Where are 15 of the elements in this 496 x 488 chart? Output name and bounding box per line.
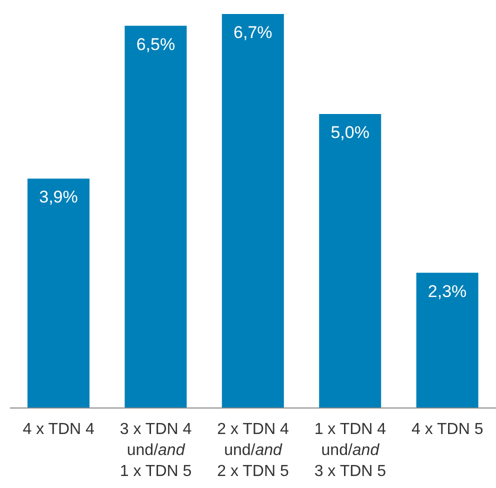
data-label: 2,3%	[428, 282, 467, 301]
data-label: 6,7%	[234, 23, 272, 42]
x-tick-label: 1 x TDN 4 und/and 3 x TDN 5	[314, 421, 386, 480]
x-tick-label: 4 x TDN 5	[412, 421, 484, 438]
bar	[124, 26, 187, 408]
bar	[222, 14, 284, 408]
x-tick-label: 2 x TDN 4 und/and 2 x TDN 5	[217, 421, 289, 480]
x-tick-label: 4 x TDN 4	[22, 421, 95, 438]
data-label: 6,5%	[136, 34, 176, 54]
bar	[319, 114, 382, 408]
x-tick-label: 3 x TDN 4 und/and 1 x TDN 5	[120, 421, 192, 480]
data-label: 3,9%	[39, 188, 78, 207]
bar	[416, 272, 478, 408]
bar	[27, 178, 90, 408]
data-label: 5,0%	[330, 123, 370, 142]
